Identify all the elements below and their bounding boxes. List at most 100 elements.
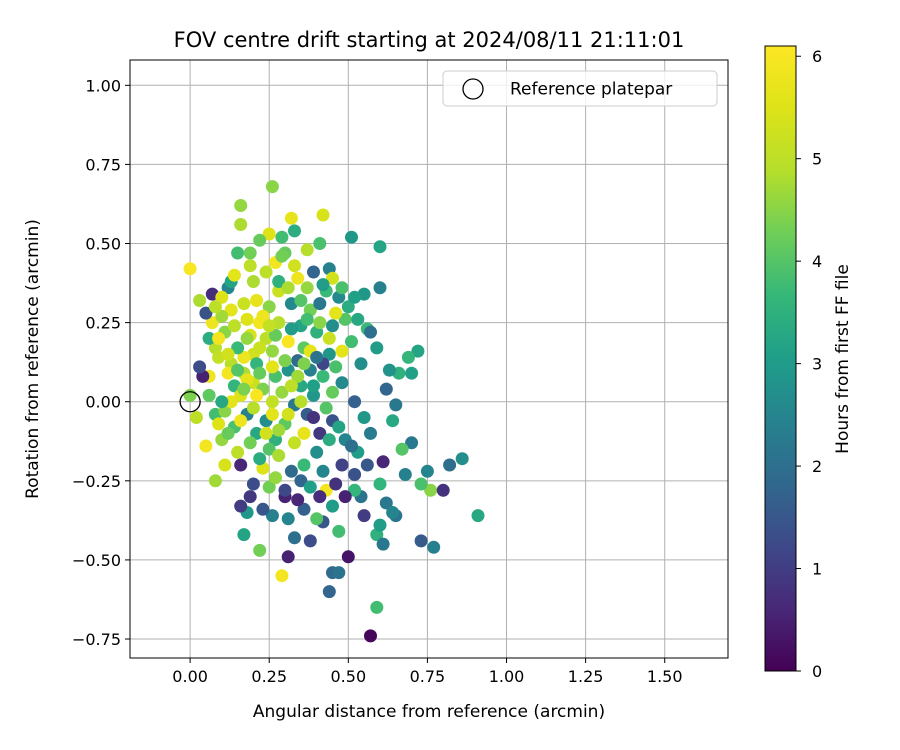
colorbar-ticks: 0 1 2 3 4 5 6 [796, 47, 822, 681]
colorbar-tick-label: 6 [812, 47, 822, 66]
data-point [288, 259, 301, 273]
data-point [414, 477, 428, 491]
data-point [288, 436, 301, 450]
data-point [215, 290, 229, 304]
data-point [246, 477, 260, 491]
data-point [370, 341, 384, 355]
data-point [386, 414, 400, 428]
colorbar: 0 1 2 3 4 5 6 Hours from first FF file [764, 45, 853, 681]
data-point [405, 366, 419, 380]
data-point [345, 335, 358, 349]
data-point [215, 395, 229, 409]
data-point [316, 369, 330, 383]
data-point [300, 312, 314, 326]
data-point [231, 363, 245, 377]
data-point [231, 445, 245, 459]
data-point [281, 281, 295, 295]
data-point [281, 550, 295, 564]
data-point [370, 600, 384, 614]
data-point [253, 543, 267, 557]
x-tick-label: 0.00 [172, 667, 208, 686]
data-point [357, 411, 371, 424]
data-point [262, 480, 276, 494]
data-point [329, 306, 343, 320]
data-point [284, 379, 298, 393]
data-points [183, 180, 485, 643]
data-point [193, 294, 207, 307]
data-point [326, 271, 339, 285]
data-point [265, 395, 279, 409]
data-point [234, 458, 248, 472]
data-point [335, 281, 349, 295]
data-point [379, 382, 393, 396]
data-point [250, 426, 264, 440]
data-point [303, 480, 317, 494]
data-point [291, 493, 305, 507]
data-point [288, 224, 301, 238]
data-point [240, 312, 254, 326]
data-point [183, 262, 197, 276]
data-point [227, 319, 241, 333]
data-point [221, 347, 235, 361]
data-point [443, 458, 457, 472]
x-tick-label: 1.25 [568, 667, 604, 686]
data-point [278, 483, 292, 497]
data-point [281, 512, 295, 526]
data-point [398, 468, 412, 481]
data-point [291, 369, 305, 383]
data-point [300, 281, 314, 295]
data-point [253, 366, 267, 380]
legend: Reference platepar [442, 70, 718, 107]
data-point [272, 423, 286, 437]
data-point [265, 407, 279, 421]
data-point [373, 281, 387, 295]
data-point [237, 350, 251, 364]
y-tick-label: 0.50 [85, 235, 121, 254]
data-point [253, 233, 267, 247]
data-point [281, 407, 295, 421]
data-point [212, 417, 226, 431]
data-point [332, 420, 346, 434]
data-point [348, 290, 362, 304]
data-point [326, 499, 339, 513]
data-point [303, 534, 317, 548]
data-point [284, 464, 298, 478]
data-point [234, 414, 248, 428]
y-tick-label: 0.00 [85, 393, 121, 412]
data-point [269, 471, 282, 485]
x-tick-label: 1.50 [647, 667, 683, 686]
data-point [300, 243, 314, 257]
data-point [284, 211, 298, 225]
data-point [310, 445, 324, 459]
colorbar-tick-label: 0 [812, 662, 822, 681]
data-point [199, 306, 213, 320]
data-point [253, 452, 267, 466]
data-point [389, 398, 403, 412]
data-point [297, 458, 311, 472]
data-point [205, 316, 219, 330]
data-point [436, 483, 450, 497]
legend-box [442, 70, 718, 107]
data-point [345, 230, 358, 244]
data-point [269, 328, 282, 342]
data-point [183, 388, 197, 402]
data-point [234, 218, 248, 231]
data-point [202, 331, 216, 345]
data-point [224, 303, 238, 317]
data-point [338, 490, 352, 504]
data-point [338, 312, 352, 326]
data-point [224, 395, 238, 409]
data-point [262, 442, 276, 456]
data-point [246, 275, 260, 288]
data-point [307, 379, 320, 393]
data-point [313, 316, 327, 330]
data-point [307, 388, 320, 402]
data-point [348, 468, 362, 481]
x-tick-label: 0.50 [331, 667, 367, 686]
y-tick-label: 1.00 [85, 76, 121, 95]
data-point [243, 490, 257, 504]
y-tick-label: −0.75 [72, 630, 121, 649]
data-point [341, 550, 355, 564]
data-point [275, 230, 289, 244]
